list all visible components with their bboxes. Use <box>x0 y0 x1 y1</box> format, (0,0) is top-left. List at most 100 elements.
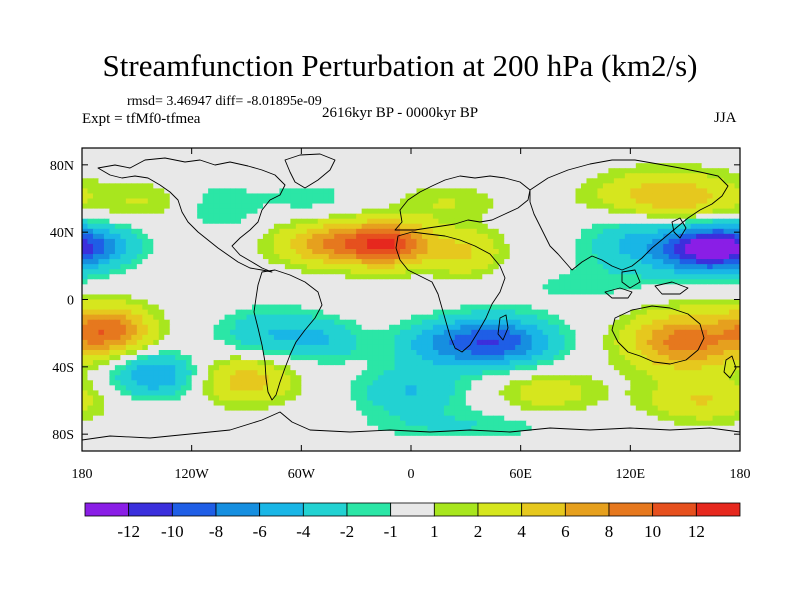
field-cell <box>87 208 94 215</box>
field-cell <box>284 153 291 159</box>
field-cell <box>147 153 154 159</box>
field-cell <box>295 153 302 159</box>
field-cell <box>103 193 111 200</box>
field-cell <box>230 350 237 356</box>
field-cell <box>235 304 242 311</box>
field-cell <box>290 153 297 159</box>
field-cell <box>262 178 270 184</box>
field-cell <box>630 153 637 159</box>
field-cell <box>153 279 160 285</box>
field-cell <box>657 314 664 321</box>
field-cell <box>405 243 412 250</box>
field-cell <box>92 284 100 290</box>
field-cell <box>734 193 740 200</box>
field-cell <box>312 284 319 290</box>
field-cell <box>580 153 588 159</box>
field-cell <box>712 203 719 210</box>
field-cell <box>443 178 450 184</box>
field-cell <box>208 294 215 301</box>
field-cell <box>268 324 275 331</box>
field-cell <box>465 279 472 285</box>
field-cell <box>262 188 270 195</box>
field-cell <box>531 264 538 270</box>
field-cell <box>169 218 176 225</box>
field-cell <box>515 289 522 296</box>
field-cell <box>125 168 132 174</box>
field-cell <box>498 168 505 174</box>
field-cell <box>537 304 544 311</box>
field-cell <box>317 314 324 321</box>
field-cell <box>378 289 385 296</box>
field-cell <box>690 203 697 210</box>
field-cell <box>180 259 187 265</box>
field-cell <box>284 218 291 225</box>
field-cell <box>591 274 599 280</box>
field-cell <box>279 284 286 290</box>
field-cell <box>646 304 653 311</box>
field-cell <box>432 218 440 225</box>
field-cell <box>454 309 461 316</box>
field-cell <box>564 299 571 306</box>
field-cell <box>82 299 89 306</box>
field-cell <box>153 274 160 280</box>
field-cell <box>273 274 280 280</box>
field-cell <box>180 238 187 245</box>
field-cell <box>575 198 582 205</box>
field-cell <box>109 168 116 174</box>
field-cell <box>405 294 412 301</box>
field-cell <box>657 193 664 200</box>
field-cell <box>712 168 719 174</box>
field-cell <box>531 344 538 351</box>
field-cell <box>515 284 522 290</box>
field-cell <box>586 284 593 290</box>
field-cell <box>504 183 511 189</box>
field-cell <box>509 289 516 296</box>
field-cell <box>509 334 516 341</box>
field-cell <box>641 238 648 245</box>
field-cell <box>564 188 571 195</box>
field-cell <box>652 344 659 351</box>
field-cell <box>131 334 138 341</box>
field-cell <box>553 294 560 301</box>
field-cell <box>109 213 116 220</box>
field-cell <box>92 168 100 174</box>
field-cell <box>553 334 560 341</box>
field-cell <box>635 148 642 154</box>
field-cell <box>378 213 385 220</box>
field-cell <box>257 289 264 296</box>
field-cell <box>476 319 483 326</box>
field-cell <box>652 294 659 301</box>
field-cell <box>608 304 615 311</box>
field-cell <box>120 228 127 235</box>
field-cell <box>268 334 275 341</box>
field-cell <box>465 233 472 240</box>
field-cell <box>432 269 440 275</box>
field-cell <box>454 208 461 215</box>
field-cell <box>718 314 725 321</box>
field-cell <box>114 329 121 336</box>
field-cell <box>580 203 588 210</box>
field-cell <box>125 339 132 346</box>
field-cell <box>103 233 111 240</box>
field-cell <box>696 148 703 154</box>
field-cell <box>142 233 149 240</box>
season-text: JJA <box>714 110 737 126</box>
field-cell <box>120 249 127 255</box>
field-cell <box>230 223 237 230</box>
field-cell <box>641 203 648 210</box>
field-cell <box>394 329 401 336</box>
field-cell <box>729 218 736 225</box>
field-cell <box>635 304 642 311</box>
field-cell <box>476 148 483 154</box>
field-cell <box>460 279 467 285</box>
field-cell <box>114 198 121 205</box>
field-cell <box>246 233 253 240</box>
field-cell <box>553 148 560 154</box>
field-cell <box>602 188 609 195</box>
field-cell <box>663 254 670 260</box>
field-cell <box>624 158 631 164</box>
field-cell <box>82 163 89 169</box>
field-cell <box>646 198 653 205</box>
field-cell <box>279 233 286 240</box>
field-cell <box>449 233 456 240</box>
